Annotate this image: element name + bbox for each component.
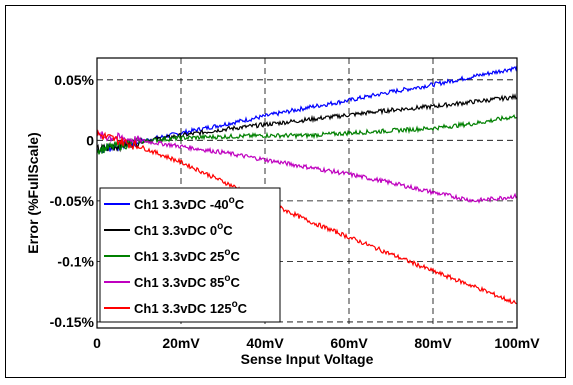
y-tick-label: 0 bbox=[86, 132, 94, 148]
y-tick-label: -0.05% bbox=[50, 193, 95, 209]
x-tick-label: 40mV bbox=[246, 335, 284, 351]
legend: Ch1 3.3vDC -40oC Ch1 3.3vDC 0oC Ch1 3.3vDC… bbox=[99, 187, 281, 323]
y-axis-label: Error (%FullScale) bbox=[25, 132, 41, 253]
series-line bbox=[96, 114, 518, 155]
legend-label: Ch1 3.3vDC 25oC bbox=[134, 247, 240, 264]
legend-box bbox=[99, 187, 281, 323]
axis-ticks: 0 20mV 40mV 60mV 80mV 100mV 0.05% 0 -0.05% -0.1% -… bbox=[50, 72, 541, 351]
plot-area-border bbox=[96, 57, 518, 329]
series-line bbox=[96, 129, 518, 204]
legend-label: Ch1 3.3vDC 125oC bbox=[134, 299, 248, 316]
series-line bbox=[96, 129, 518, 305]
x-axis-label: Sense Input Voltage bbox=[241, 351, 374, 367]
legend-label: Ch1 3.3vDC 85oC bbox=[134, 273, 240, 290]
figure-frame bbox=[5, 5, 566, 378]
x-tick-label: 60mV bbox=[330, 335, 368, 351]
x-tick-label: 80mV bbox=[414, 335, 452, 351]
x-tick-label: 20mV bbox=[162, 335, 200, 351]
y-tick-label: -0.15% bbox=[50, 314, 95, 330]
y-tick-label: -0.1% bbox=[57, 253, 94, 269]
x-tick-label: 0 bbox=[93, 335, 101, 351]
series-line bbox=[96, 65, 518, 155]
x-tick-label: 100mV bbox=[494, 335, 540, 351]
y-tick-label: 0.05% bbox=[54, 72, 94, 88]
legend-label: Ch1 3.3vDC -40oC bbox=[134, 195, 245, 212]
legend-label: Ch1 3.3vDC 0oC bbox=[134, 221, 233, 238]
series-line bbox=[96, 93, 518, 154]
series-lines bbox=[96, 65, 518, 305]
